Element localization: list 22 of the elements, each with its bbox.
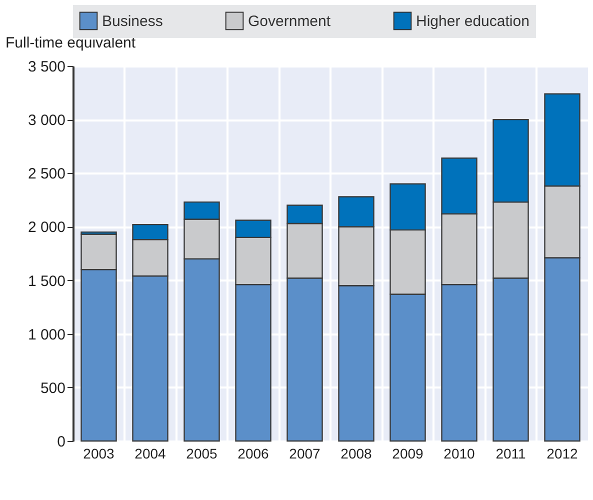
y-tick-label: 3 000 [28, 112, 66, 130]
x-tick-label: 2005 [186, 446, 218, 462]
y-axis-title: Full-time equivalent [6, 34, 136, 52]
x-tick-label: 2003 [83, 446, 115, 462]
y-tick-label: 2 000 [28, 219, 66, 236]
legend-label: Higher education [416, 12, 530, 30]
x-tick-label: 2009 [392, 446, 424, 462]
x-tick-label: 2010 [444, 446, 476, 462]
x-tick-label: 2004 [134, 446, 166, 462]
y-tick-label: 0 [57, 434, 66, 450]
legend-label: Government [248, 12, 332, 30]
x-tick-label: 2012 [546, 446, 578, 462]
legend-label: Business [102, 12, 163, 30]
y-tick-label: 1 500 [28, 272, 66, 290]
x-tick-label: 2006 [238, 446, 270, 462]
x-tick-label: 2007 [289, 446, 321, 462]
y-tick-label: 500 [40, 380, 66, 397]
y-tick-label: 3 500 [28, 58, 66, 76]
x-tick-label: 2011 [496, 446, 526, 462]
x-tick-label: 2008 [340, 446, 372, 462]
y-tick-label: 1 000 [28, 326, 66, 344]
y-tick-label: 2 500 [28, 166, 66, 183]
